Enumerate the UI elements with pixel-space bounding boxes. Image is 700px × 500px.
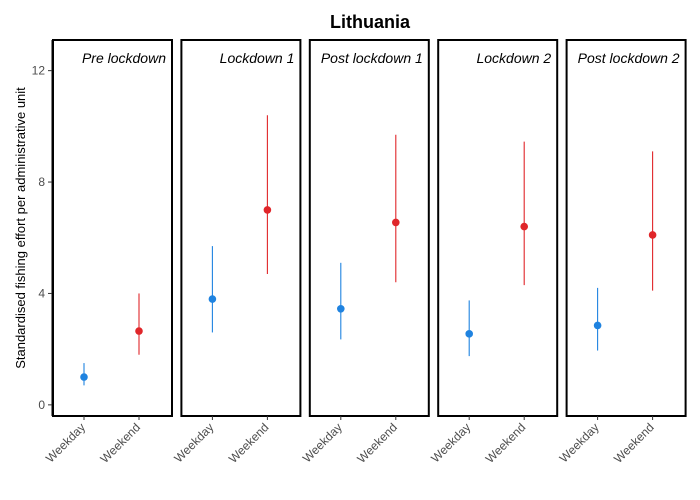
panel: Post lockdown 2 Weekday Weekend [557, 39, 687, 466]
point-weekday [465, 330, 474, 338]
panel-label: Post lockdown 1 [321, 50, 423, 66]
y-axis-label: Standardised fishing effort per administ… [13, 87, 28, 369]
x-tick-label: Weekday [43, 420, 88, 465]
y-tick-label: 12 [32, 64, 46, 78]
point-weekend [648, 231, 657, 239]
panel-label: Lockdown 1 [220, 50, 295, 66]
point-weekend [263, 206, 272, 214]
panel: Pre lockdown Weekday Weekend [43, 39, 173, 466]
x-tick-label: Weekend [354, 420, 400, 466]
point-weekday [80, 373, 88, 381]
point-weekend [392, 218, 400, 227]
point-weekday [337, 304, 345, 313]
x-tick-label: Weekend [611, 420, 657, 466]
panel-border [565, 39, 687, 417]
point-weekend [520, 222, 528, 231]
x-tick-label: Weekend [226, 420, 272, 466]
panel-border [308, 39, 430, 417]
panel: Lockdown 2 Weekday Weekend [428, 39, 559, 466]
point-weekday [208, 295, 217, 303]
chart-title: Lithuania [330, 12, 411, 32]
x-tick-label: Weekend [98, 420, 144, 466]
y-tick-label: 8 [38, 175, 45, 189]
panel-label: Lockdown 2 [476, 50, 551, 66]
x-tick-label: Weekend [483, 420, 529, 466]
y-axis-ticks: 0 4 8 12 [32, 64, 52, 412]
panel-border [437, 39, 559, 417]
x-tick-label: Weekday [171, 420, 216, 465]
panel-label: Post lockdown 2 [578, 50, 680, 66]
y-tick-label: 0 [38, 398, 45, 412]
point-weekday [593, 321, 602, 330]
panel-label: Pre lockdown [82, 50, 166, 66]
x-tick-label: Weekday [300, 420, 345, 465]
panel: Post lockdown 1 Weekday Weekend [300, 39, 430, 466]
panel: Lockdown 1 Weekday Weekend [171, 39, 302, 466]
panel-border [52, 39, 173, 417]
x-tick-label: Weekday [557, 420, 602, 465]
panel-border [180, 39, 302, 417]
y-tick-label: 4 [38, 286, 45, 300]
point-weekend [135, 327, 143, 335]
x-tick-label: Weekday [428, 420, 473, 465]
